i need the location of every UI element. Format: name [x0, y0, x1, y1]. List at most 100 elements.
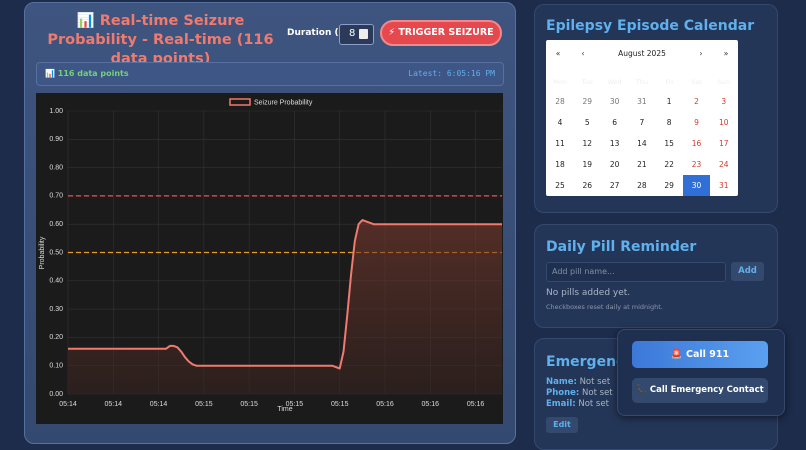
day-cell[interactable]: 31 [628, 91, 655, 112]
empty-text: No pills added yet. [546, 288, 631, 298]
day-number: 31 [719, 181, 729, 190]
trigger-button[interactable]: ⚡ TRIGGER SEIZURE [380, 20, 502, 46]
day-cell[interactable]: 11 [547, 133, 574, 154]
day-cell[interactable]: 23 [683, 154, 710, 175]
legend-swatch [229, 98, 251, 106]
emergency-popup: 🚨 Call 911 📞 Call Emergency Contact [617, 329, 785, 416]
field-label: Email: [546, 399, 576, 409]
weekday: Sat [691, 78, 702, 86]
day-number: 5 [584, 118, 590, 127]
day-cell[interactable]: 28 [628, 175, 655, 196]
weekday: Mon [553, 78, 567, 86]
pill-input[interactable]: Add pill name... [546, 262, 726, 282]
legend-label: Seizure Probability [254, 99, 313, 106]
day-number: 11 [555, 139, 565, 148]
x-tick-label: 05:14 [150, 401, 168, 408]
day-cell[interactable]: 31 [710, 175, 737, 196]
weekday: Tue [581, 78, 593, 86]
day-cell[interactable]: 1 [656, 91, 683, 112]
add-button[interactable]: Add [731, 262, 764, 281]
day-cell[interactable]: 9 [683, 112, 710, 133]
calendar-nav[interactable]: » [723, 49, 729, 58]
calendar-nav: August 2025 [618, 49, 666, 58]
day-cell[interactable]: 18 [547, 154, 574, 175]
day-cell[interactable]: 30 [601, 91, 628, 112]
call-911-button[interactable]: 🚨 Call 911 [632, 341, 768, 368]
day-cell[interactable]: 28 [547, 91, 574, 112]
calendar-nav[interactable]: ‹ [581, 49, 585, 58]
day-number: 21 [637, 160, 647, 169]
day-cell[interactable]: 22 [656, 154, 683, 175]
day-number: 24 [719, 160, 729, 169]
weekday: Sun [717, 78, 730, 86]
day-number: 2 [694, 97, 699, 106]
day-cell[interactable]: 3 [710, 91, 737, 112]
day-number: 17 [719, 139, 729, 148]
weekday: Fri [665, 78, 674, 86]
day-number: 10 [719, 118, 729, 127]
day-cell[interactable]: 19 [574, 154, 601, 175]
x-axis-title: Time [277, 406, 292, 413]
day-number: 25 [555, 181, 565, 190]
x-tick-label: 05:14 [105, 401, 123, 408]
day-cell[interactable]: 6 [601, 112, 628, 133]
placeholder: Add pill name... [552, 267, 615, 276]
day-cell[interactable]: 27 [601, 175, 628, 196]
x-tick-label: 05:15 [286, 401, 304, 408]
call-contact-button[interactable]: 📞 Call Emergency Contact [632, 378, 768, 403]
day-cell[interactable]: 17 [710, 133, 737, 154]
note: Checkboxes reset daily at midnight. [546, 303, 663, 311]
day-cell[interactable]: 8 [656, 112, 683, 133]
day-cell[interactable]: 30 [683, 175, 710, 196]
day-cell[interactable]: 14 [628, 133, 655, 154]
chart-title: 📊 Real-time Seizure Probability - Real-t… [47, 13, 274, 67]
weekday: Thu [635, 78, 648, 86]
day-cell[interactable]: 15 [656, 133, 683, 154]
field-label: Name: [546, 377, 577, 387]
y-tick-label: 0.10 [49, 363, 63, 370]
day-cell[interactable]: 4 [547, 112, 574, 133]
day-cell[interactable]: 2 [683, 91, 710, 112]
edit-button[interactable]: Edit [546, 417, 578, 433]
day-cell[interactable]: 16 [683, 133, 710, 154]
spinner[interactable] [359, 29, 368, 39]
latest-time: Latest: 6:05:16 PM [408, 69, 495, 78]
day-cell[interactable]: 20 [601, 154, 628, 175]
day-cell[interactable]: 29 [574, 91, 601, 112]
area [68, 220, 502, 394]
day-number: 13 [609, 139, 620, 148]
day-number: 12 [582, 139, 593, 148]
y-tick-label: 0.50 [49, 249, 63, 256]
page: 📊 Real-time Seizure Probability - Real-t… [24, 2, 785, 450]
y-tick-label: 0.20 [49, 334, 63, 341]
day-cell[interactable]: 13 [601, 133, 628, 154]
day-cell[interactable]: 12 [574, 133, 601, 154]
day-cell[interactable]: 26 [574, 175, 601, 196]
day-number: 6 [612, 118, 617, 127]
day-cell[interactable]: 21 [628, 154, 655, 175]
day-number: 3 [721, 97, 727, 106]
day-number: 26 [582, 181, 593, 190]
calendar-title: Epilepsy Episode Calendar [546, 18, 755, 34]
field-row: Name: Not set [546, 377, 613, 388]
day-cell[interactable]: 10 [710, 112, 737, 133]
day-number: 28 [555, 97, 565, 106]
day-cell[interactable]: 29 [656, 175, 683, 196]
day-cell[interactable]: 25 [547, 175, 574, 196]
y-tick-label: 0.90 [49, 136, 63, 143]
calendar-nav[interactable]: › [699, 49, 703, 58]
calendar-nav[interactable]: « [555, 49, 561, 58]
y-tick-label: 0.70 [49, 193, 63, 200]
day-number: 27 [609, 181, 620, 190]
day-cell[interactable]: 5 [574, 112, 601, 133]
y-tick-label: 0.60 [49, 221, 63, 228]
pill-title: Daily Pill Reminder [546, 239, 697, 255]
field-row: Email: Not set [546, 399, 613, 410]
day-cell[interactable]: 24 [710, 154, 737, 175]
x-tick-label: 05:14 [59, 401, 77, 408]
duration-input[interactable]: 8 [339, 24, 374, 45]
day-cell[interactable]: 7 [628, 112, 655, 133]
line [68, 219, 502, 370]
duration-value: 8 [349, 28, 356, 39]
y-tick-label: 0.30 [49, 306, 63, 313]
